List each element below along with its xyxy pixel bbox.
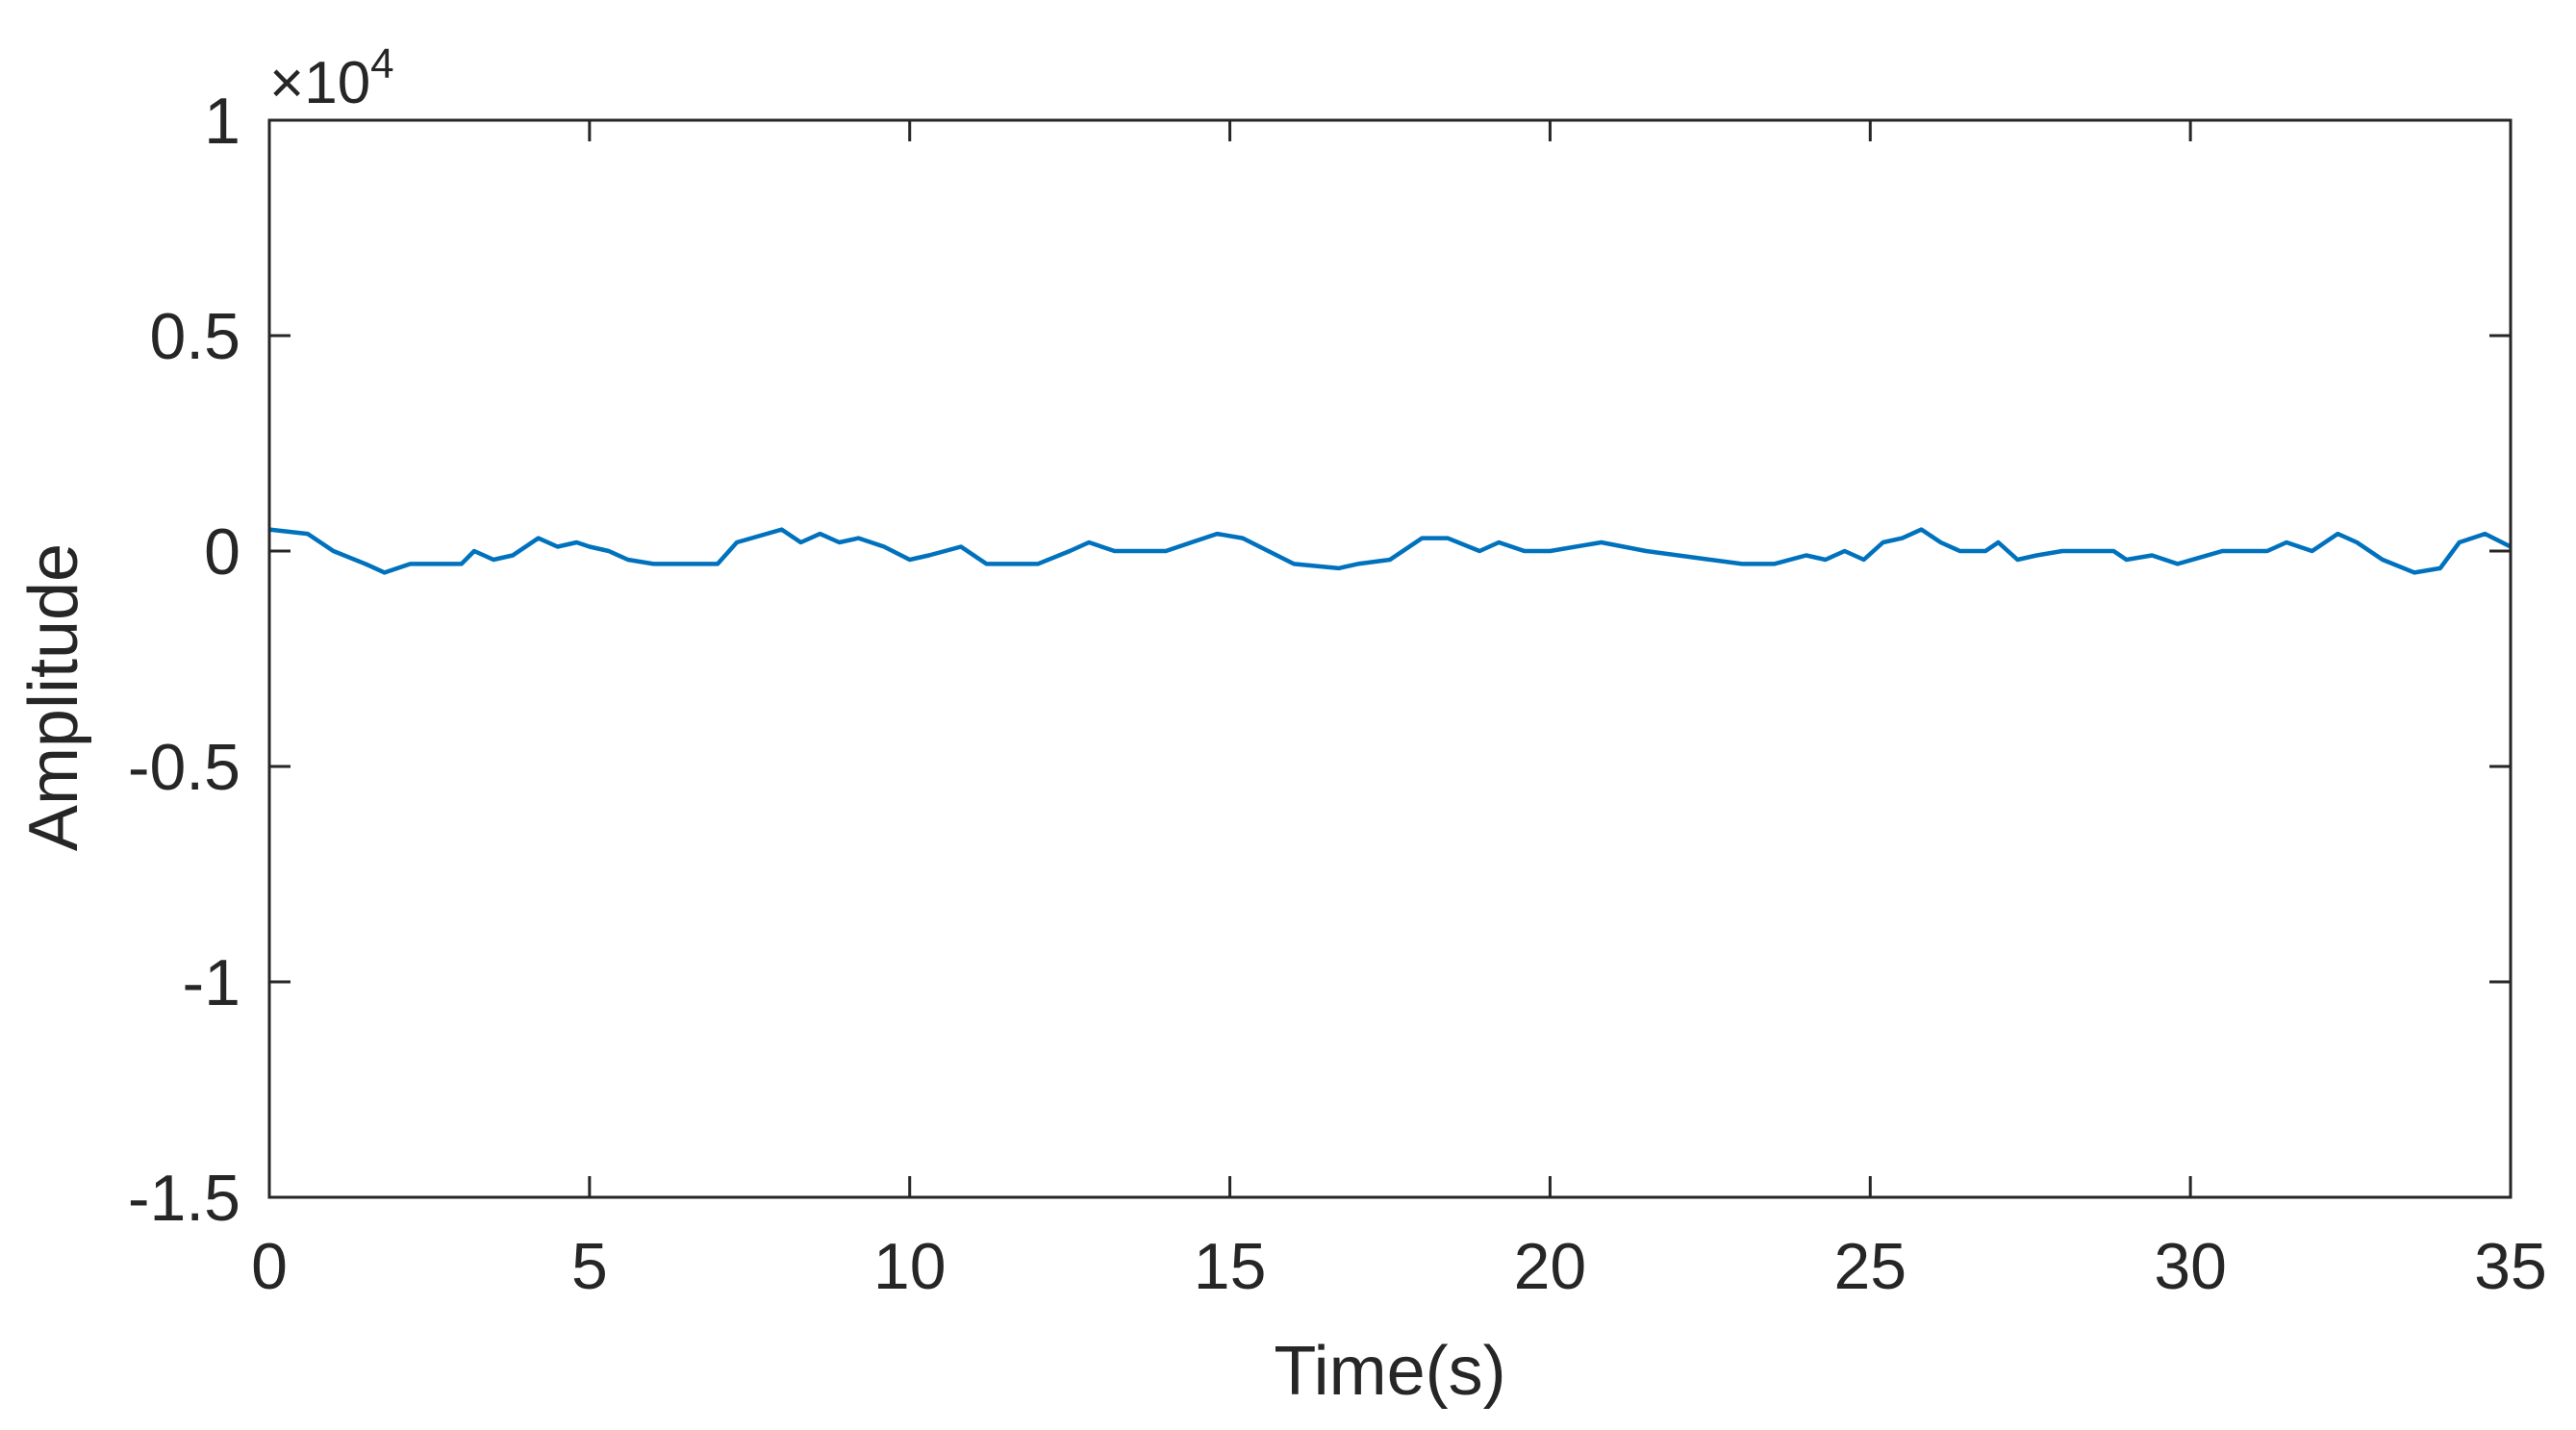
x-tick-label: 5 (571, 1230, 608, 1303)
x-axis-ticks: 0 5 10 15 20 25 30 35 (251, 120, 2547, 1303)
x-tick-label: 0 (251, 1230, 288, 1303)
y-tick-label: 1 (204, 85, 240, 158)
y-axis-ticks: 1 0.5 0 -0.5 -1 -1.5 (128, 85, 2511, 1235)
x-tick-label: 20 (1514, 1230, 1587, 1303)
x-axis-label: Time(s) (1274, 1333, 1505, 1410)
y-tick-label: -1 (183, 946, 240, 1019)
amplitude-series-line (268, 527, 2513, 575)
y-tick-label: 0.5 (149, 300, 240, 373)
y-tick-label: -1.5 (128, 1162, 240, 1235)
y-exponent-power: 4 (370, 40, 393, 88)
y-tick-label: 0 (204, 515, 240, 589)
y-exponent-base: ×10 (269, 50, 370, 116)
x-tick-label: 10 (873, 1230, 947, 1303)
y-tick-label: -0.5 (128, 731, 240, 804)
plot-area-frame (267, 118, 2513, 1199)
x-tick-label: 15 (1194, 1230, 1267, 1303)
y-axis-label: Amplitude (15, 543, 92, 851)
x-tick-label: 25 (1833, 1230, 1907, 1303)
x-tick-label: 35 (2474, 1230, 2547, 1303)
x-tick-label: 30 (2154, 1230, 2227, 1303)
y-axis-exponent-label: ×104 (269, 40, 394, 116)
